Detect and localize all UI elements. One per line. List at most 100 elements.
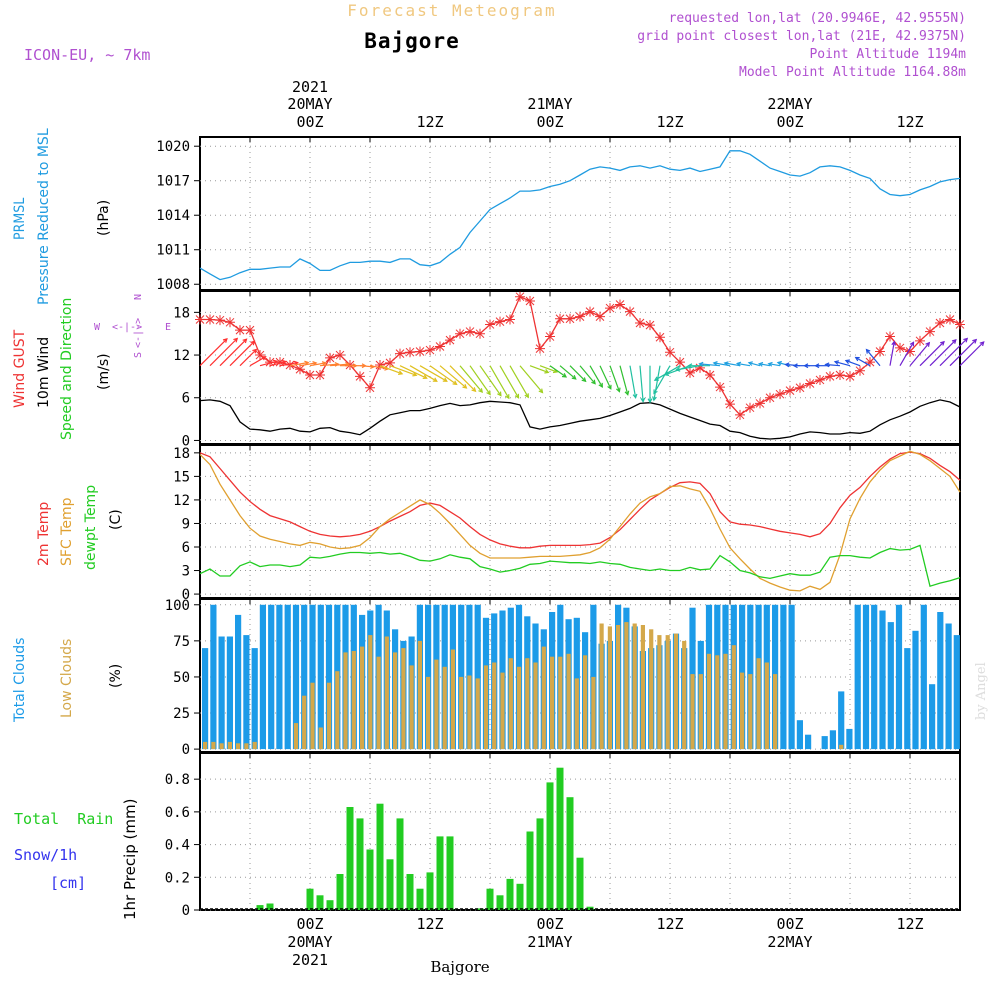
bottom-hour-label: 12Z [656,915,683,933]
wind-arrow [479,365,502,396]
gust-marker [625,306,635,317]
total-cloud-bar [862,604,870,750]
total-cloud-bar [796,720,803,750]
wind-arrow-head [735,361,742,367]
gust-marker [325,352,335,363]
wind-arrow-head [784,362,790,368]
wind-arrow [509,365,529,398]
low-cloud-bar [541,646,546,750]
gust-marker [275,357,285,368]
model-label: ICON-EU, ~ 7km [24,46,150,64]
temp-labels: 2m Temp SFC Temp dewpt Temp (C) [36,485,124,570]
wind-arrow-head [647,398,653,404]
wind-arrow-head [591,379,596,385]
wind-arrow-head [222,338,228,343]
wind-arrow-head [963,337,969,343]
credit: by Angel [974,662,989,720]
wind-arrow [589,365,603,388]
wind-arrow [909,342,930,367]
total-cloud-bar [226,636,233,750]
gust-marker [455,328,465,339]
wind-ytick-label: 18 [173,305,190,321]
low-cloud-bar [434,659,439,750]
wind-arrow-head [514,393,520,399]
temp2m-label: 2m Temp [36,502,52,566]
gust-marker [765,392,775,403]
wind-arrow [676,365,701,371]
precip-ytick-label: 0.4 [165,838,190,854]
rain-bar [506,878,514,910]
wind-ytick-label: 6 [182,391,190,407]
low-cloud-bar [475,678,480,750]
wind-arrow [319,363,339,367]
pressure-frame [199,136,961,291]
gust-marker [665,347,675,358]
sfctemp-line [199,450,961,592]
wind-arrow [866,349,881,367]
low-cloud-bar [756,658,761,750]
total-cloud-bar [210,604,217,750]
wind-arrow-head [675,366,681,372]
total-cloud-bar [301,604,308,750]
temperature-ytick-label: 18 [173,446,190,462]
wind-arrow [219,338,247,367]
gust-marker [225,317,235,328]
wind-arrow-head [252,348,258,354]
wind-arrow [759,363,771,367]
pressure-panel: 1008 1011 1014 1017 1020 [156,136,961,293]
gust-marker [685,367,695,378]
gust-marker [355,371,365,382]
total-cloud-bar [284,604,291,750]
pressure-ytick-label: 1011 [156,243,190,259]
total-cloud-bar [904,648,911,750]
rain-bar [416,888,424,910]
low-cloud-bar [508,658,513,750]
low-cloud-bar [236,743,241,750]
gust-marker [465,326,475,337]
total-cloud-bar [235,614,242,750]
rain-bar [306,888,314,910]
total-cloud-bar [218,636,225,750]
low-cloud-bar [690,674,695,750]
wind-arrow [419,365,448,382]
snow-unit: [cm] [50,874,86,892]
clouds-ytick-label: 25 [173,706,190,722]
total-cloud-bar [780,604,787,750]
wind-ytick-label: 0 [182,433,190,449]
wind-arrow-head [814,363,820,369]
low-cloud-bar [583,655,588,750]
wind-arrow [929,339,957,367]
rain-bar [376,803,384,910]
low-cloud-bar [731,645,736,750]
gust-marker [695,362,705,373]
total-cloud-bar [474,604,481,750]
wind-arrow [299,362,317,367]
low-cloud-bar [351,651,356,750]
bottom-year-label: 2021 [292,951,328,969]
bottom-hour-label: 12Z [416,915,443,933]
snow-label: Snow/1h [14,846,77,864]
wind-arrow-head [281,359,288,365]
gust-marker [805,378,815,389]
gust-marker [545,331,555,342]
low-cloud-bar [764,662,769,750]
wind-arrow-head [653,389,658,395]
total-cloud-bar [243,635,250,750]
grid-point-coords: grid point closest lon,lat (21E, 42.9375… [637,29,966,44]
low-cloud-bar [335,671,340,750]
wind-arrow [939,338,968,367]
low-cloud-bar [326,682,332,750]
total-cloud-label: Total Clouds [12,638,28,723]
total-cloud-bar [309,604,316,750]
temp2m-line [199,451,961,549]
gust-marker [855,365,865,376]
wind-arrow-head [891,340,897,346]
wind-arrow [825,363,841,367]
compass-w: W [94,322,101,333]
rain-bar [326,900,334,910]
rain-bar [366,849,374,910]
gust-marker [285,360,295,371]
gust-marker [295,364,305,375]
gust-marker [615,299,625,310]
total-cloud-bar [953,635,960,750]
